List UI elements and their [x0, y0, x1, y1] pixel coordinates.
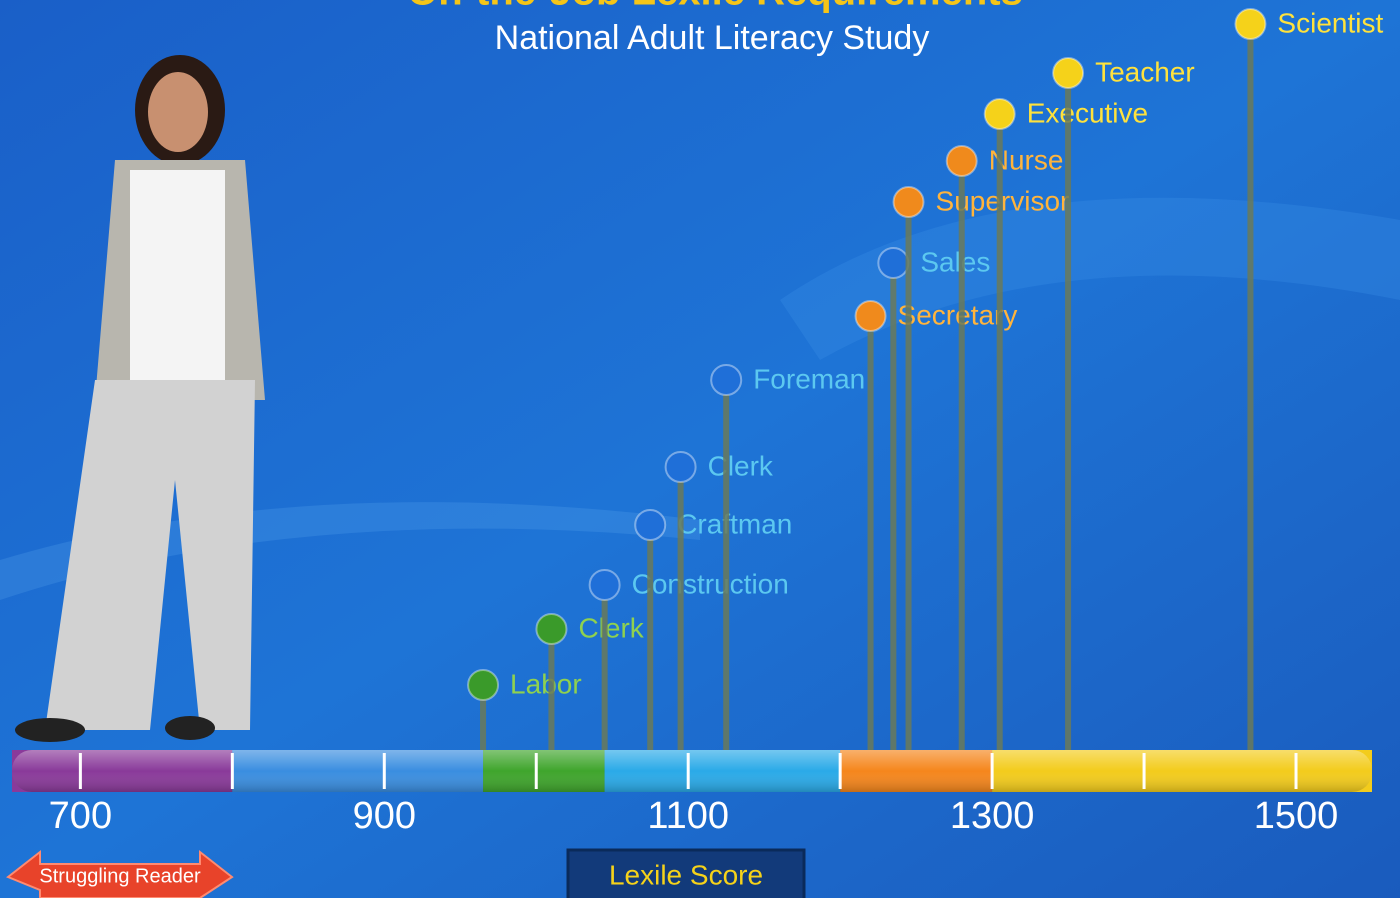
- chart-title: On-the-Job Lexile Requirements: [407, 0, 1023, 14]
- dot: [985, 99, 1015, 129]
- point-label: Executive: [1027, 97, 1148, 128]
- scale-shine: [12, 750, 1372, 792]
- dot: [878, 248, 908, 278]
- x-tick-label: 1100: [647, 795, 729, 837]
- point-label: Teacher: [1095, 56, 1195, 87]
- dot: [635, 510, 665, 540]
- chart-subtitle: National Adult Literacy Study: [495, 19, 930, 57]
- x-tick-label: 900: [353, 795, 416, 837]
- dot: [1235, 9, 1265, 39]
- dot: [947, 146, 977, 176]
- point-label: Clerk: [708, 450, 774, 481]
- x-tick-label: 1500: [1254, 795, 1339, 837]
- point-label: Labor: [510, 668, 582, 699]
- point-label: Foreman: [753, 363, 865, 394]
- annotation: Struggling Reader: [39, 865, 201, 887]
- dot: [711, 365, 741, 395]
- chart: On-the-Job Lexile Requirements National …: [0, 0, 1400, 898]
- dot: [666, 452, 696, 482]
- point-label: Construction: [632, 568, 789, 599]
- point-label: Sales: [920, 246, 990, 277]
- x-axis-label: Lexile Score: [609, 859, 763, 890]
- point-label: Scientist: [1277, 7, 1383, 38]
- point-label: Craftman: [677, 508, 792, 539]
- dot: [856, 301, 886, 331]
- point-label: Clerk: [578, 612, 644, 643]
- x-tick-label: 700: [49, 795, 112, 837]
- x-tick-label: 1300: [950, 795, 1035, 837]
- dot: [590, 570, 620, 600]
- dot: [536, 614, 566, 644]
- dot: [468, 670, 498, 700]
- dot: [1053, 58, 1083, 88]
- dot: [894, 187, 924, 217]
